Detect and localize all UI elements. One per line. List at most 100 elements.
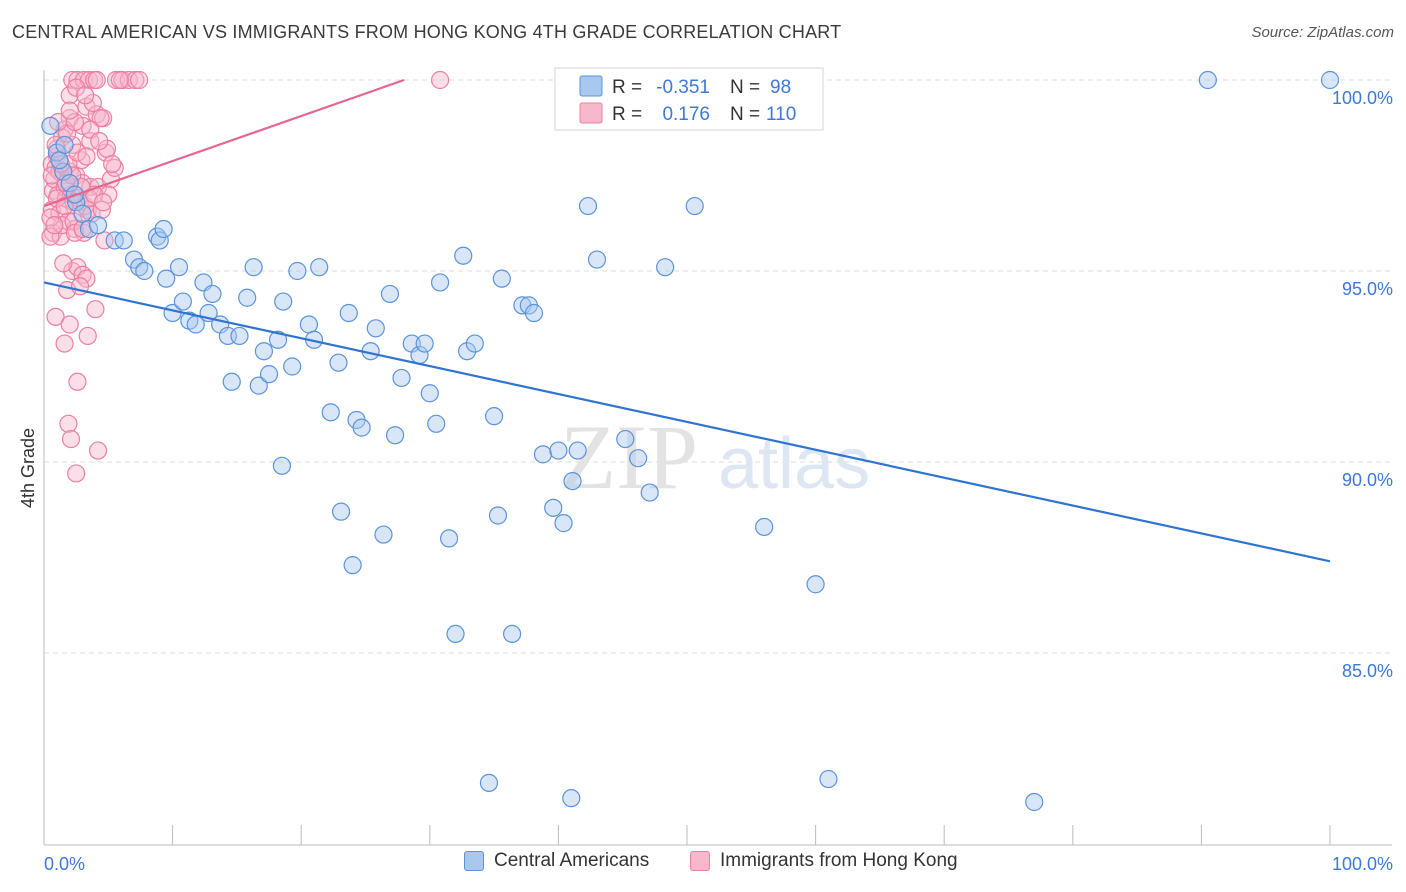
central-americans-point (629, 449, 648, 468)
central-americans-point (1025, 792, 1044, 812)
hong-kong-point (126, 70, 145, 90)
central-americans-point (415, 334, 434, 353)
central-americans-point (587, 250, 607, 269)
central-americans-point (457, 342, 477, 361)
hong-kong-point (54, 254, 73, 273)
central-americans-point (568, 441, 587, 460)
central-americans-point (79, 219, 99, 239)
central-americans-point (562, 789, 581, 808)
central-americans-point (157, 269, 176, 288)
y-tick-label: 85.0% (1342, 661, 1393, 681)
legend-box: R = -0.351 N = 98 R = 0.176 N = 110 (554, 67, 824, 131)
bottom-legend-item-central-americans: Central Americans (464, 850, 649, 872)
hong-kong-point (60, 86, 79, 105)
central-americans-point (310, 258, 329, 277)
chart-title: CENTRAL AMERICAN VS IMMIGRANTS FROM HONG… (12, 22, 842, 42)
x-tick-label: 0.0% (44, 854, 85, 874)
hong-kong-point (61, 429, 81, 449)
hong-kong-point (77, 269, 96, 288)
hong-kong-point (92, 200, 111, 219)
central-americans-trend-line (43, 281, 1331, 563)
bottom-legend-label: Immigrants from Hong Kong (720, 850, 958, 871)
central-americans-point (259, 365, 279, 384)
central-americans-point (427, 414, 446, 433)
hong-kong-point (86, 300, 105, 319)
source-label: Source: ZipAtlas.com (1251, 24, 1394, 41)
legend-n-value: 98 (770, 77, 791, 98)
central-americans-point (549, 441, 568, 460)
central-americans-point (1198, 70, 1217, 90)
hong-kong-point (76, 86, 95, 105)
central-americans-point (1320, 70, 1340, 90)
central-americans-point (640, 483, 659, 502)
central-americans-point (479, 773, 499, 792)
y-tick-label: 90.0% (1342, 470, 1393, 490)
hong-kong-trend-line (43, 78, 405, 208)
hong-kong-point (55, 196, 74, 216)
bottom-legend: Central Americans Immigrants from Hong K… (0, 850, 1406, 880)
central-americans-point (230, 326, 249, 346)
central-americans-point (41, 116, 60, 135)
grid-lines (44, 79, 1392, 654)
central-americans-point (173, 292, 192, 311)
legend-r-value: 0.176 (662, 104, 710, 125)
legend-swatch-pink (579, 102, 603, 124)
central-americans-point (685, 196, 704, 216)
central-americans-point (374, 525, 393, 544)
central-americans-point (283, 357, 302, 376)
axes (43, 70, 1392, 846)
series-hong-kong-points (41, 70, 450, 483)
central-americans-point (616, 429, 635, 449)
central-americans-point (299, 315, 319, 334)
central-americans-point (352, 418, 371, 437)
y-tick-label: 100.0% (1332, 88, 1393, 108)
legend-r-label: R = (612, 104, 642, 125)
legend-n-value: 110 (766, 104, 796, 125)
x-tick-labels: 0.0% 100.0% (44, 854, 1393, 874)
central-americans-point (254, 342, 274, 361)
central-americans-point (465, 334, 484, 353)
central-americans-point (244, 258, 263, 277)
hong-kong-point (41, 227, 60, 246)
hong-kong-point (106, 70, 126, 90)
hong-kong-point (46, 307, 65, 326)
central-americans-point (392, 368, 411, 388)
y-tick-labels: 85.0% 90.0% 95.0% 100.0% (1332, 88, 1393, 681)
hong-kong-point (90, 132, 109, 151)
watermark: ZIP atlas (560, 406, 870, 508)
hong-kong-point (88, 441, 108, 460)
legend-n-label: N = (730, 77, 760, 98)
legend-swatch-blue (579, 75, 603, 97)
watermark-atlas: atlas (718, 424, 870, 504)
central-americans-point (755, 517, 774, 537)
central-americans-point (249, 376, 268, 395)
central-americans-point (150, 231, 169, 250)
hong-kong-point (59, 414, 78, 433)
central-americans-point (169, 258, 189, 277)
central-americans-point (203, 284, 222, 304)
central-americans-point (578, 196, 598, 216)
hong-kong-point (430, 70, 450, 90)
central-americans-point (446, 624, 465, 644)
hong-kong-point (45, 216, 64, 235)
central-americans-point (88, 216, 108, 235)
central-americans-point (819, 769, 838, 789)
legend-r-value: -0.351 (656, 77, 710, 98)
central-americans-point (554, 514, 573, 533)
central-americans-point (331, 502, 351, 521)
trend-lines (43, 78, 1331, 563)
hong-kong-point (103, 154, 122, 174)
bottom-legend-swatch-blue (464, 851, 484, 871)
central-americans-point (380, 284, 400, 304)
hong-kong-point (110, 70, 129, 90)
central-americans-point (60, 174, 79, 193)
central-americans-point (485, 407, 504, 426)
central-americans-point (114, 231, 133, 250)
central-americans-point (503, 624, 522, 644)
central-americans-point (222, 372, 241, 391)
central-americans-point (366, 319, 385, 338)
central-americans-point (420, 384, 439, 403)
hong-kong-point (91, 109, 110, 128)
series-central-americans-points (41, 70, 1340, 812)
